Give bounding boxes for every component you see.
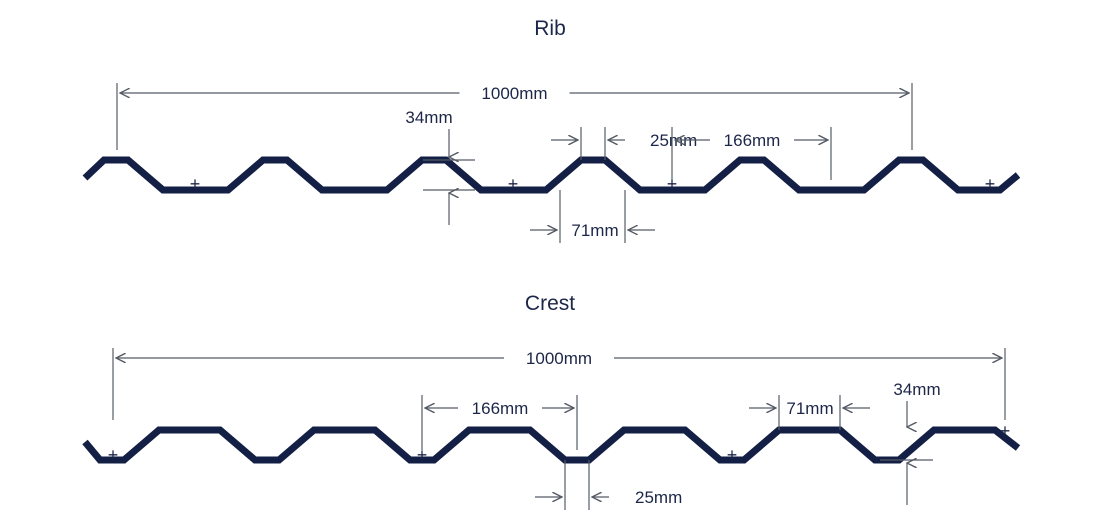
overall-width-label: 1000mm	[526, 349, 592, 368]
pitch-label: 166mm	[472, 399, 529, 418]
fixing-mark: +	[1000, 421, 1011, 441]
sheet-profile	[85, 160, 1018, 190]
profile-diagram: Rib++++1000mm25mm166mm34mm71mmCrest++++1…	[0, 0, 1100, 528]
pitch-label: 166mm	[724, 131, 781, 150]
fixing-mark: +	[985, 174, 996, 194]
top-width-label: 71mm	[786, 399, 833, 418]
height-label: 34mm	[893, 380, 940, 399]
overall-width-label: 1000mm	[481, 84, 547, 103]
fixing-mark: +	[108, 445, 119, 465]
fixing-mark: +	[508, 174, 519, 194]
height-label: 34mm	[405, 108, 452, 127]
fixing-mark: +	[190, 174, 201, 194]
fixing-mark: +	[727, 445, 738, 465]
sheet-profile	[85, 430, 1018, 460]
bottom-width-label: 25mm	[635, 488, 682, 507]
rib-title: Rib	[534, 17, 566, 40]
bottom-width-label: 71mm	[571, 221, 618, 240]
crest-title: Crest	[525, 292, 575, 315]
